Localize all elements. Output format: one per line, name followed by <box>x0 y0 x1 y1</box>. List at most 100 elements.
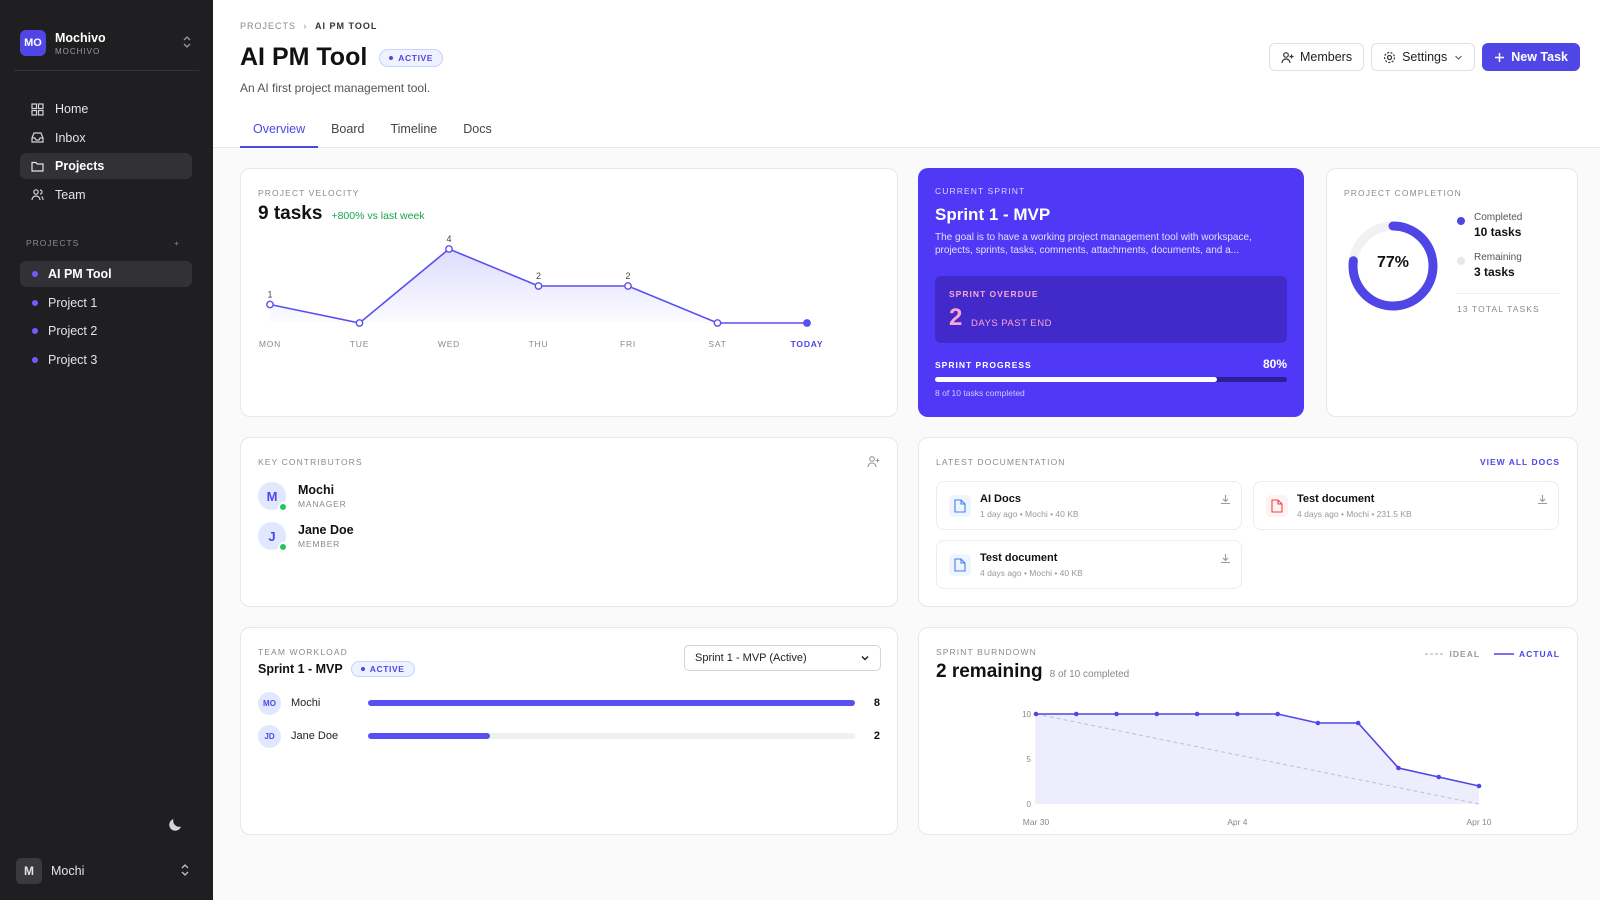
velocity-point <box>445 245 453 253</box>
workload-sprint-name: Sprint 1 - MVP <box>258 662 343 676</box>
tab-overview[interactable]: Overview <box>240 115 319 148</box>
velocity-point-label: 2 <box>536 271 541 281</box>
velocity-chart: 1 MON TUE 4 WED 2 THU 2 FRI SAT TODAY <box>259 234 823 349</box>
velocity-day-label: FRI <box>620 339 636 349</box>
gear-icon <box>1383 51 1396 63</box>
user-plus-icon <box>1281 51 1294 63</box>
doc-item[interactable]: Test document 4 days ago • Mochi • 40 KB <box>936 540 1242 589</box>
tab-timeline[interactable]: Timeline <box>390 122 438 136</box>
sprint-select[interactable]: Sprint 1 - MVP (Active) <box>684 645 881 671</box>
overdue-text: DAYS PAST END <box>971 318 1052 329</box>
tab-board[interactable]: Board <box>331 122 365 136</box>
sprint-overdue-box: SPRINT OVERDUE 2 DAYS PAST END <box>935 276 1287 343</box>
total-tasks: 13 TOTAL TASKS <box>1457 304 1540 314</box>
nav-item-team[interactable]: Team <box>20 182 192 208</box>
contributors-label: KEY CONTRIBUTORS <box>258 457 363 467</box>
breadcrumb: PROJECTS › AI PM TOOL <box>240 21 377 31</box>
nav-item-home[interactable]: Home <box>20 96 192 122</box>
docs-label: LATEST DOCUMENTATION <box>936 457 1066 467</box>
download-icon[interactable] <box>1220 553 1231 564</box>
burndown-x-tick: Apr 10 <box>1466 817 1491 827</box>
chevron-up-down-icon <box>182 35 192 52</box>
velocity-point <box>624 282 632 290</box>
doc-meta: 1 day ago • Mochi • 40 KB <box>980 509 1079 519</box>
completion-label: PROJECT COMPLETION <box>1344 188 1462 198</box>
burndown-actual-line <box>1036 713 1480 787</box>
donut-progress <box>1348 221 1438 311</box>
contributor-row[interactable]: J Jane Doe MEMBER <box>258 522 354 552</box>
project-item[interactable]: AI PM Tool <box>20 261 192 287</box>
doc-meta: 4 days ago • Mochi • 40 KB <box>980 568 1083 578</box>
doc-item[interactable]: AI Docs 1 day ago • Mochi • 40 KB <box>936 481 1242 530</box>
velocity-label: PROJECT VELOCITY <box>258 188 360 198</box>
contributor-row[interactable]: M Mochi MANAGER <box>258 482 347 512</box>
members-button[interactable]: Members <box>1268 43 1365 71</box>
burndown-completed: 8 of 10 completed <box>1049 669 1130 680</box>
velocity-point-label: 2 <box>625 271 630 281</box>
workload-row: JD Jane Doe 2 <box>258 723 880 749</box>
burndown-x-tick: Apr 4 <box>1227 817 1248 827</box>
overdue-label: SPRINT OVERDUE <box>949 289 1039 299</box>
workload-bar-track <box>368 733 855 739</box>
velocity-card: PROJECT VELOCITY 9 tasks +800% vs last w… <box>240 168 898 417</box>
view-all-docs-link[interactable]: VIEW ALL DOCS <box>1479 457 1560 467</box>
nav-item-projects[interactable]: Projects <box>20 153 192 179</box>
add-contributor-icon[interactable] <box>867 455 880 468</box>
burndown-label: SPRINT BURNDOWN <box>936 647 1037 657</box>
moon-icon[interactable] <box>168 816 184 832</box>
burndown-point <box>1315 720 1321 726</box>
sprint-progress-label: SPRINT PROGRESS <box>935 360 1032 370</box>
burndown-point <box>1235 711 1240 717</box>
completion-percent: 77% <box>1376 254 1410 271</box>
sprint-select-value: Sprint 1 - MVP (Active) <box>695 652 807 664</box>
download-icon[interactable] <box>1537 494 1548 505</box>
settings-button[interactable]: Settings <box>1371 43 1476 71</box>
nav-item-inbox[interactable]: Inbox <box>20 125 192 151</box>
project-item[interactable]: Project 1 <box>20 290 192 316</box>
velocity-day-label: SAT <box>708 339 726 349</box>
status-dot-icon <box>389 55 394 60</box>
doc-item[interactable]: Test document 4 days ago • Mochi • 231.5… <box>1253 481 1559 530</box>
sidebar: MO Mochivo MOCHIVO Home Inbox Projects T… <box>0 0 213 900</box>
actual-line-icon <box>1494 653 1515 655</box>
workload-status-badge: ACTIVE <box>350 661 415 677</box>
completed-dot-icon <box>1457 217 1465 225</box>
current-sprint-card: CURRENT SPRINT Sprint 1 - MVP The goal i… <box>918 168 1304 417</box>
remaining-value: 3 tasks <box>1474 265 1515 279</box>
member-name: Jane Doe <box>291 730 339 742</box>
project-item[interactable]: Project 2 <box>20 318 192 344</box>
burndown-point <box>1033 711 1039 717</box>
project-item[interactable]: Project 3 <box>20 347 192 373</box>
workspace-switcher[interactable]: MO Mochivo MOCHIVO <box>20 26 192 60</box>
download-icon[interactable] <box>1220 494 1231 505</box>
new-task-label: New Task <box>1511 50 1568 64</box>
burndown-point <box>1275 711 1280 717</box>
chevron-down-icon <box>861 655 869 661</box>
project-dot-icon <box>32 356 38 363</box>
sprint-progress-bar <box>935 377 1287 382</box>
completed-label: Completed <box>1474 212 1523 223</box>
chevron-down-icon <box>1455 55 1463 60</box>
burndown-point <box>1073 711 1079 717</box>
status-badge: ACTIVE <box>379 48 444 67</box>
completed-value: 10 tasks <box>1474 225 1522 239</box>
workspace-subtitle: MOCHIVO <box>55 46 101 56</box>
members-label: Members <box>1299 50 1353 64</box>
new-task-button[interactable]: New Task <box>1482 43 1580 71</box>
user-menu[interactable]: M Mochi <box>16 858 190 884</box>
key-contributors-card: KEY CONTRIBUTORS M Mochi MANAGER J Jane D… <box>240 437 898 607</box>
contributor-avatar: J <box>258 522 288 552</box>
legend-remaining: Remaining 3 tasks <box>1457 252 1522 279</box>
file-icon <box>949 495 971 517</box>
sprint-progress-percent: 80% <box>1262 357 1287 371</box>
add-project-plus-icon[interactable]: + <box>174 237 180 248</box>
burndown-point <box>1154 711 1160 717</box>
grid-icon <box>30 102 44 116</box>
remaining-dot-icon <box>1457 257 1465 265</box>
doc-name: AI Docs <box>980 493 1021 505</box>
page-title: AI PM Tool <box>240 43 368 71</box>
tab-docs[interactable]: Docs <box>463 122 492 136</box>
breadcrumb-root[interactable]: PROJECTS <box>240 21 297 31</box>
contributor-name: Mochi <box>298 483 335 497</box>
member-name: Mochi <box>291 697 321 709</box>
